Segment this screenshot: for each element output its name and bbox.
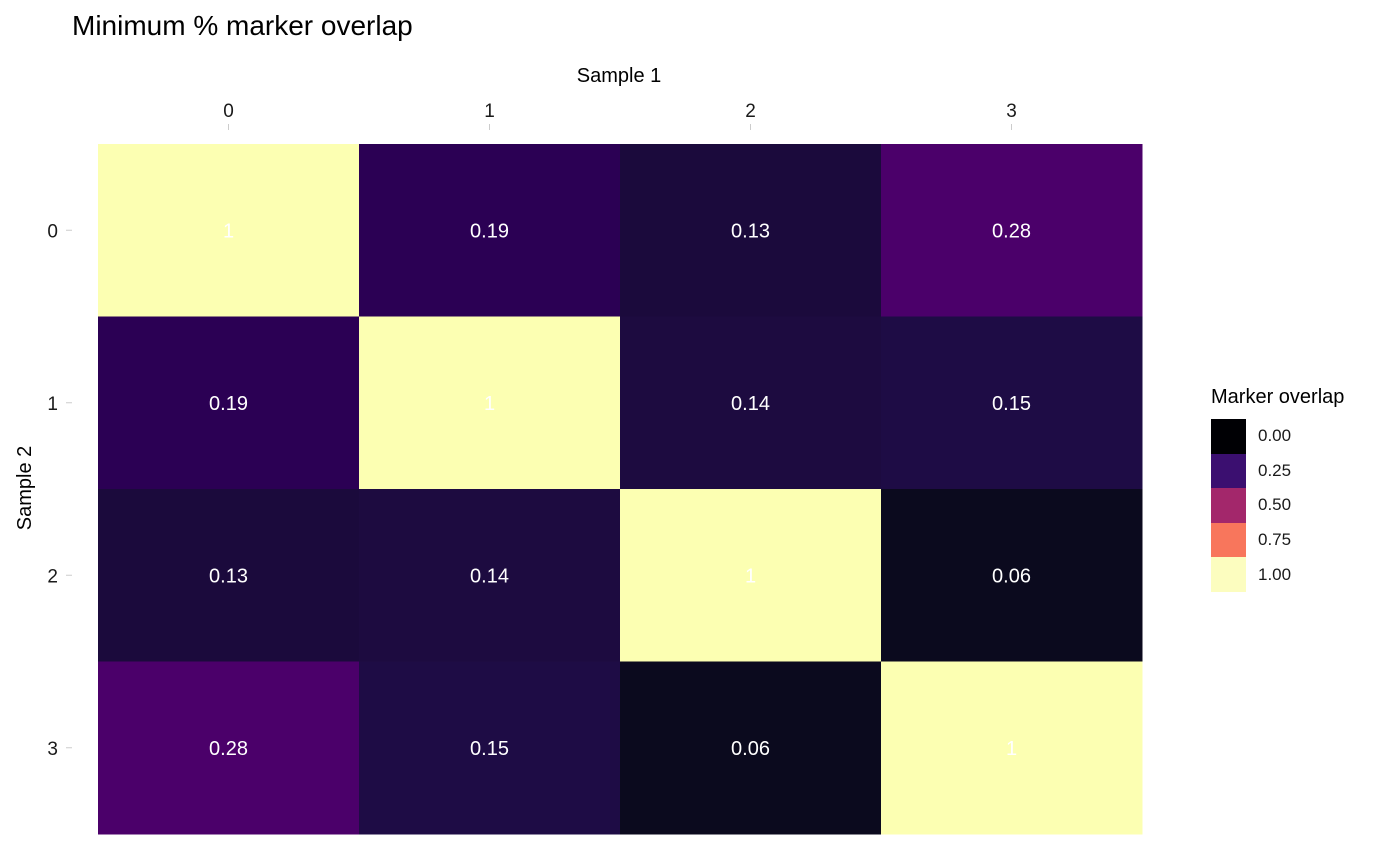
cell-value-label: 0.15 xyxy=(470,738,509,760)
cell-value-label: 0.28 xyxy=(209,738,248,760)
y-tick-label: 1 xyxy=(47,394,58,415)
heatmap-cell xyxy=(98,489,360,662)
y-tick-label: 2 xyxy=(47,566,58,587)
legend-label: 0.00 xyxy=(1258,426,1292,446)
cell-value-label: 0.14 xyxy=(470,565,509,587)
legend: Marker overlap 0.00 0.25 0.50 0.75 1.00 xyxy=(1211,386,1344,592)
cell-value-label: 0.06 xyxy=(992,565,1031,587)
cell-value-label: 0.19 xyxy=(470,220,509,242)
heatmap-cell xyxy=(359,316,621,490)
legend-title: Marker overlap xyxy=(1211,386,1345,408)
legend-swatch xyxy=(1211,419,1246,454)
chart-title: Minimum % marker overlap xyxy=(72,10,413,41)
legend-swatch xyxy=(1211,522,1246,558)
legend-label: 1.00 xyxy=(1258,564,1292,584)
heatmap-cell xyxy=(359,661,621,835)
heatmap-cell xyxy=(98,144,360,317)
cell-value-label: 1 xyxy=(1006,738,1017,760)
legend-swatch xyxy=(1211,453,1246,489)
heatmap-cell xyxy=(98,661,360,835)
heatmap-cell xyxy=(881,489,1143,662)
legend-entries: 0.00 0.25 0.50 0.75 1.00 xyxy=(1211,419,1344,592)
heatmap-cell xyxy=(881,661,1143,835)
heatmap-cell xyxy=(620,489,882,662)
cell-value-label: 0.19 xyxy=(209,393,248,415)
x-tick-label: 3 xyxy=(1006,101,1017,122)
legend-swatch xyxy=(1211,557,1246,592)
legend-entry: 0.25 xyxy=(1211,453,1344,489)
heatmap-cell-labels: 1 0.19 0.13 0.28 0.19 1 0.14 0.15 0.13 0.14 1 0.06 0… xyxy=(209,220,1031,760)
heatmap-cell xyxy=(620,661,882,835)
legend-entry: 0.00 xyxy=(1211,419,1344,454)
heatmap-cell xyxy=(620,144,882,317)
heatmap-cell xyxy=(881,144,1143,317)
legend-label: 0.50 xyxy=(1258,495,1292,515)
cell-value-label: 0.13 xyxy=(731,220,770,242)
legend-swatch xyxy=(1211,488,1246,523)
legend-entry: 0.50 xyxy=(1211,488,1344,523)
heatmap-cell xyxy=(620,316,882,490)
legend-label: 0.75 xyxy=(1258,530,1292,550)
y-tick-label: 0 xyxy=(47,221,58,242)
cell-value-label: 0.06 xyxy=(731,738,770,760)
x-axis-label: Sample 1 xyxy=(577,65,662,87)
cell-value-label: 1 xyxy=(484,393,495,415)
x-tick-label: 1 xyxy=(484,101,495,122)
heatmap-cell xyxy=(359,489,621,662)
legend-entry: 0.75 xyxy=(1211,522,1344,558)
y-tick-label: 3 xyxy=(47,739,58,760)
heatmap-cells xyxy=(98,144,1143,835)
x-tick-label: 2 xyxy=(745,101,756,122)
legend-label: 0.25 xyxy=(1258,460,1292,480)
cell-value-label: 0.14 xyxy=(731,393,770,415)
y-axis: 0 1 2 3 xyxy=(47,221,72,760)
cell-value-label: 1 xyxy=(223,220,234,242)
x-tick-label: 0 xyxy=(223,101,234,122)
heatmap-cell xyxy=(359,144,621,317)
heatmap-cell xyxy=(98,316,360,490)
x-axis: 0 1 2 3 xyxy=(223,101,1017,130)
cell-value-label: 0.13 xyxy=(209,565,248,587)
y-axis-label: Sample 2 xyxy=(14,446,36,531)
heatmap-cell xyxy=(881,316,1143,490)
cell-value-label: 0.28 xyxy=(992,220,1031,242)
legend-entry: 1.00 xyxy=(1211,557,1344,592)
cell-value-label: 0.15 xyxy=(992,393,1031,415)
cell-value-label: 1 xyxy=(745,565,756,587)
